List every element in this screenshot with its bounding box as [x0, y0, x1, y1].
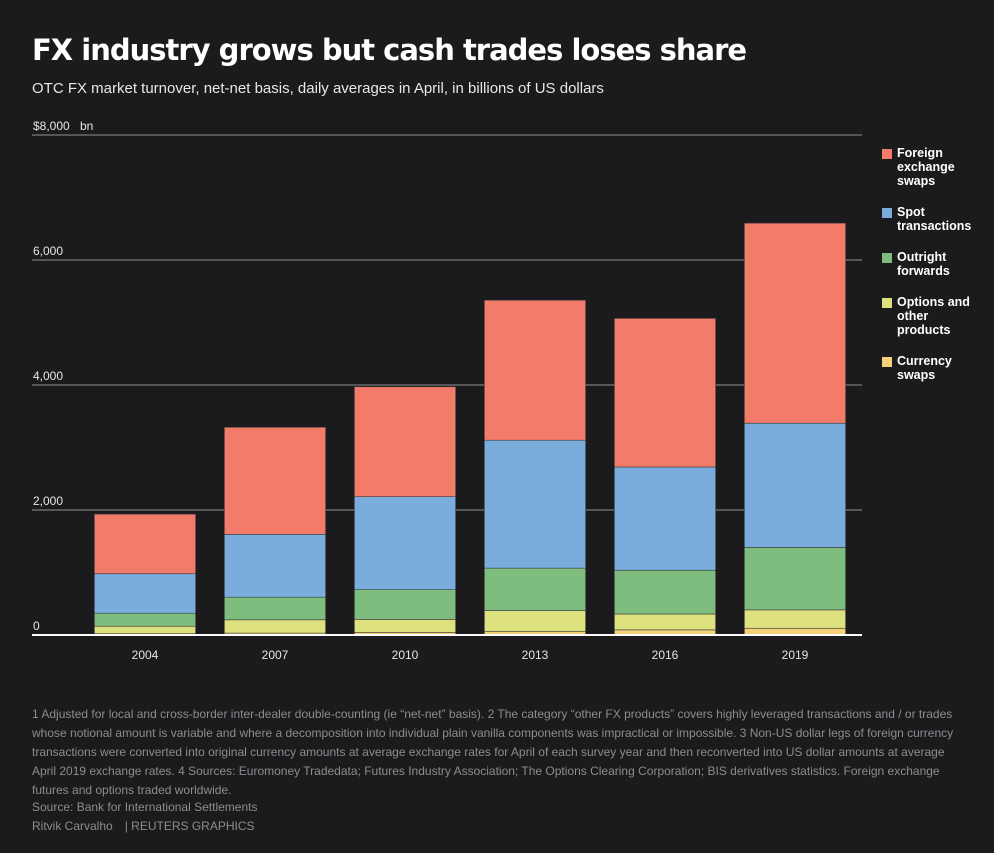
y-tick-label: 6,000	[33, 244, 63, 258]
bar-segment[interactable]	[354, 619, 456, 633]
credit-line: Ritvik Carvalho | REUTERS GRAPHICS	[32, 819, 255, 833]
legend-swatch	[882, 298, 892, 308]
legend-swatch	[882, 208, 892, 218]
bar-segment[interactable]	[744, 627, 846, 636]
bar-segment[interactable]	[94, 573, 196, 614]
bar-segment[interactable]	[744, 422, 846, 548]
bar-segment[interactable]	[224, 596, 326, 621]
bar-segment[interactable]	[224, 619, 326, 634]
source-note: Source: Bank for International Settlemen…	[32, 800, 258, 814]
legend-label: Spot transactions	[897, 205, 972, 233]
bar-segment[interactable]	[354, 589, 456, 620]
bar-segment[interactable]	[354, 386, 456, 497]
bar-segment[interactable]	[354, 496, 456, 590]
y-tick-label: 2,000	[33, 494, 63, 508]
legend-item: Spot transactions	[882, 205, 994, 233]
bar-segment[interactable]	[744, 547, 846, 611]
bar-segment[interactable]	[614, 569, 716, 615]
legend-swatch	[882, 357, 892, 367]
bar-segment[interactable]	[614, 318, 716, 468]
bar-segment[interactable]	[744, 609, 846, 629]
legend: Foreign exchange swaps Spot transactions O…	[882, 146, 994, 399]
legend-item: Options and other products	[882, 295, 994, 337]
y-tick-label: 4,000	[33, 369, 63, 383]
x-tick-label: 2013	[522, 648, 549, 662]
bar-segment[interactable]	[614, 466, 716, 571]
x-tick-label: 2004	[132, 648, 159, 662]
bar-segment[interactable]	[484, 610, 586, 632]
legend-item: Currency swaps	[882, 354, 994, 382]
x-tick-label: 2019	[782, 648, 809, 662]
bar-segment[interactable]	[94, 625, 196, 634]
legend-label: Options and other products	[897, 295, 970, 337]
footnote: 1 Adjusted for local and cross-border in…	[32, 707, 954, 797]
legend-item: Foreign exchange swaps	[882, 146, 994, 188]
chart-area: 0 2,000 4,000 6,000 $8,000 bn 2004 2007 2010 2013…	[32, 119, 862, 662]
bar-segment[interactable]	[94, 513, 196, 575]
legend-label: Foreign exchange swaps	[897, 146, 955, 188]
chart-title: FX industry grows but cash trades loses …	[32, 33, 747, 67]
x-tick-label: 2010	[392, 648, 419, 662]
author-name: Ritvik Carvalho	[32, 819, 113, 833]
bar-segment[interactable]	[744, 222, 846, 424]
legend-item: Outright forwards	[882, 250, 994, 278]
bar-segment[interactable]	[484, 299, 586, 441]
bar-segment[interactable]	[614, 613, 716, 631]
bar-segment[interactable]	[94, 612, 196, 627]
legend-label: Outright forwards	[897, 250, 950, 278]
legend-label: Currency swaps	[897, 354, 952, 382]
bar-segment[interactable]	[224, 534, 326, 598]
chart-subtitle: OTC FX market turnover, net-net basis, d…	[32, 80, 604, 97]
x-tick-label: 2016	[652, 648, 679, 662]
bar-segment[interactable]	[484, 567, 586, 611]
bar-segment[interactable]	[484, 439, 586, 569]
y-unit-label: bn	[80, 119, 93, 133]
x-tick-label: 2007	[262, 648, 289, 662]
publisher-name: | REUTERS GRAPHICS	[124, 819, 255, 833]
legend-swatch	[882, 149, 892, 159]
legend-swatch	[882, 253, 892, 263]
y-tick-label: $8,000	[33, 119, 70, 133]
bar-segment[interactable]	[224, 426, 326, 535]
y-tick-label: 0	[33, 619, 40, 633]
